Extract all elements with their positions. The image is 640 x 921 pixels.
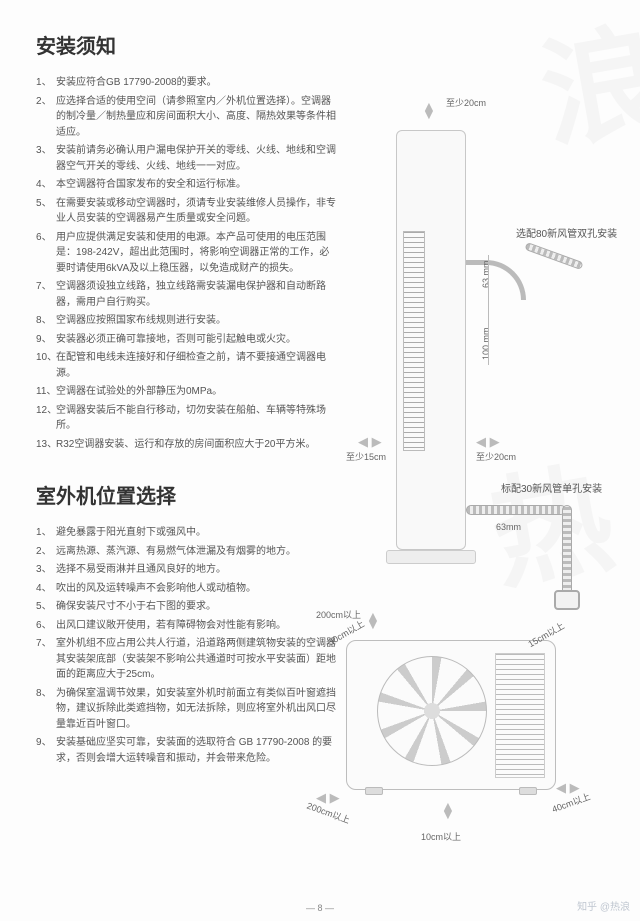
top-clearance-label: 至少20cm	[446, 96, 486, 109]
list-item: 确保安装尺寸不小于右下图的要求。	[36, 599, 336, 615]
arrow-updown-icon: ▲▼	[441, 802, 455, 819]
outdoor-unit	[346, 640, 556, 790]
list-item: 选择不易受雨淋并且通风良好的地方。	[36, 562, 336, 578]
list-item: 室外机组不应占用公共人行道，沿道路两侧建筑物安装的空调器其安装架底部（安装架不影…	[36, 636, 336, 683]
top-hose-flex	[524, 242, 583, 270]
list-item: 安装应符合GB 17790-2008的要求。	[36, 75, 336, 91]
top-hose-dim1: 63 mm	[481, 260, 491, 288]
list-item: 空调器安装后不能自行移动，切勿安装在船舶、车辆等特殊场所。	[36, 403, 336, 434]
top-hose-label: 选配80新风管双孔安装	[516, 225, 617, 240]
list-item: 避免暴露于阳光直射下或强风中。	[36, 525, 336, 541]
hose-end-icon	[554, 590, 580, 610]
page-number: — 8 —	[0, 903, 640, 913]
indoor-grille	[403, 231, 425, 451]
side-clearance-label: 至少15cm	[346, 450, 386, 463]
list-item: 安装基础应坚实可靠，安装面的选取符合 GB 17790-2008 的要求，否则会…	[36, 735, 336, 766]
arrow-right-icon: ◀ ▶	[476, 434, 500, 450]
list-item: 本空调器符合国家发布的安全和运行标准。	[36, 177, 336, 193]
list-item: 用户应提供满足安装和使用的电源。本产品可使用的电压范围是：198-242V，超出…	[36, 230, 336, 277]
list-item: 空调器应按照国家布线规则进行安装。	[36, 313, 336, 329]
watermark: 知乎 @热浪	[577, 898, 630, 913]
arrow-updown-icon: ▲▼	[366, 612, 380, 629]
indoor-unit	[396, 130, 466, 550]
list-item: R32空调器安装、运行和存放的房间面积应大于20平方米。	[36, 437, 336, 453]
dim-line	[488, 255, 489, 365]
top-hose-dim2: 100 mm	[481, 327, 491, 360]
bottom-hose-drop	[562, 505, 572, 595]
arrow-left-icon: ◀ ▶	[358, 434, 382, 450]
bottom-hose-dim: 63mm	[496, 522, 521, 532]
indoor-base	[386, 550, 476, 564]
outdoor-position-list: 避免暴露于阳光直射下或强风中。远离热源、蒸汽源、有易燃气体泄漏及有烟雾的地方。选…	[36, 525, 336, 766]
outdoor-foot	[365, 787, 383, 795]
bottom-clearance-label: 至少20cm	[476, 450, 516, 463]
list-item: 为确保室温调节效果，如安装室外机时前面立有类似百叶窗遮挡物，建议拆除此类遮挡物，…	[36, 686, 336, 733]
list-item: 在需要安装或移动空调器时，须请专业安装维修人员操作，非专业人员安装的空调器易产生…	[36, 196, 336, 227]
bottom-hose-label: 标配30新风管单孔安装	[501, 480, 602, 495]
list-item: 吹出的风及运转噪声不会影响他人或动植物。	[36, 581, 336, 597]
list-item: 在配管和电线未连接好和仔细检查之前，请不要接通空调器电源。	[36, 350, 336, 381]
list-item: 空调器在试验处的外部静压为0MPa。	[36, 384, 336, 400]
bottom-hose-straight	[466, 505, 566, 515]
list-item: 远离热源、蒸汽源、有易燃气体泄漏及有烟雾的地方。	[36, 544, 336, 560]
arrow-up-icon: ▲▼	[422, 102, 436, 119]
outdoor-fan-icon	[377, 656, 487, 766]
list-item: 出风口建议敞开使用，若有障碍物会对性能有影响。	[36, 618, 336, 634]
list-item: 安装器必须正确可靠接地，否则可能引起触电或火灾。	[36, 332, 336, 348]
list-item: 应选择合适的使用空间（请参照室内／外机位置选择）。空调器的制冷量／制热量应和房间…	[36, 94, 336, 141]
od-below-label: 10cm以上	[421, 830, 461, 843]
section1-title: 安装须知	[36, 30, 604, 59]
top-hose	[466, 260, 526, 300]
installation-diagram: ▲▼ 至少20cm ◀ ▶ 至少15cm ◀ ▶ 至少20cm 63 mm 10…	[326, 60, 626, 880]
install-notes-list: 安装应符合GB 17790-2008的要求。应选择合适的使用空间（请参照室内／外…	[36, 75, 336, 452]
outdoor-grille	[495, 653, 545, 778]
outdoor-foot	[519, 787, 537, 795]
list-item: 安装前请务必确认用户漏电保护开关的零线、火线、地线和空调器空气开关的零线、火线、…	[36, 143, 336, 174]
list-item: 空调器须设独立线路，独立线路需安装漏电保护器和自动断路器，需用户自行购买。	[36, 279, 336, 310]
